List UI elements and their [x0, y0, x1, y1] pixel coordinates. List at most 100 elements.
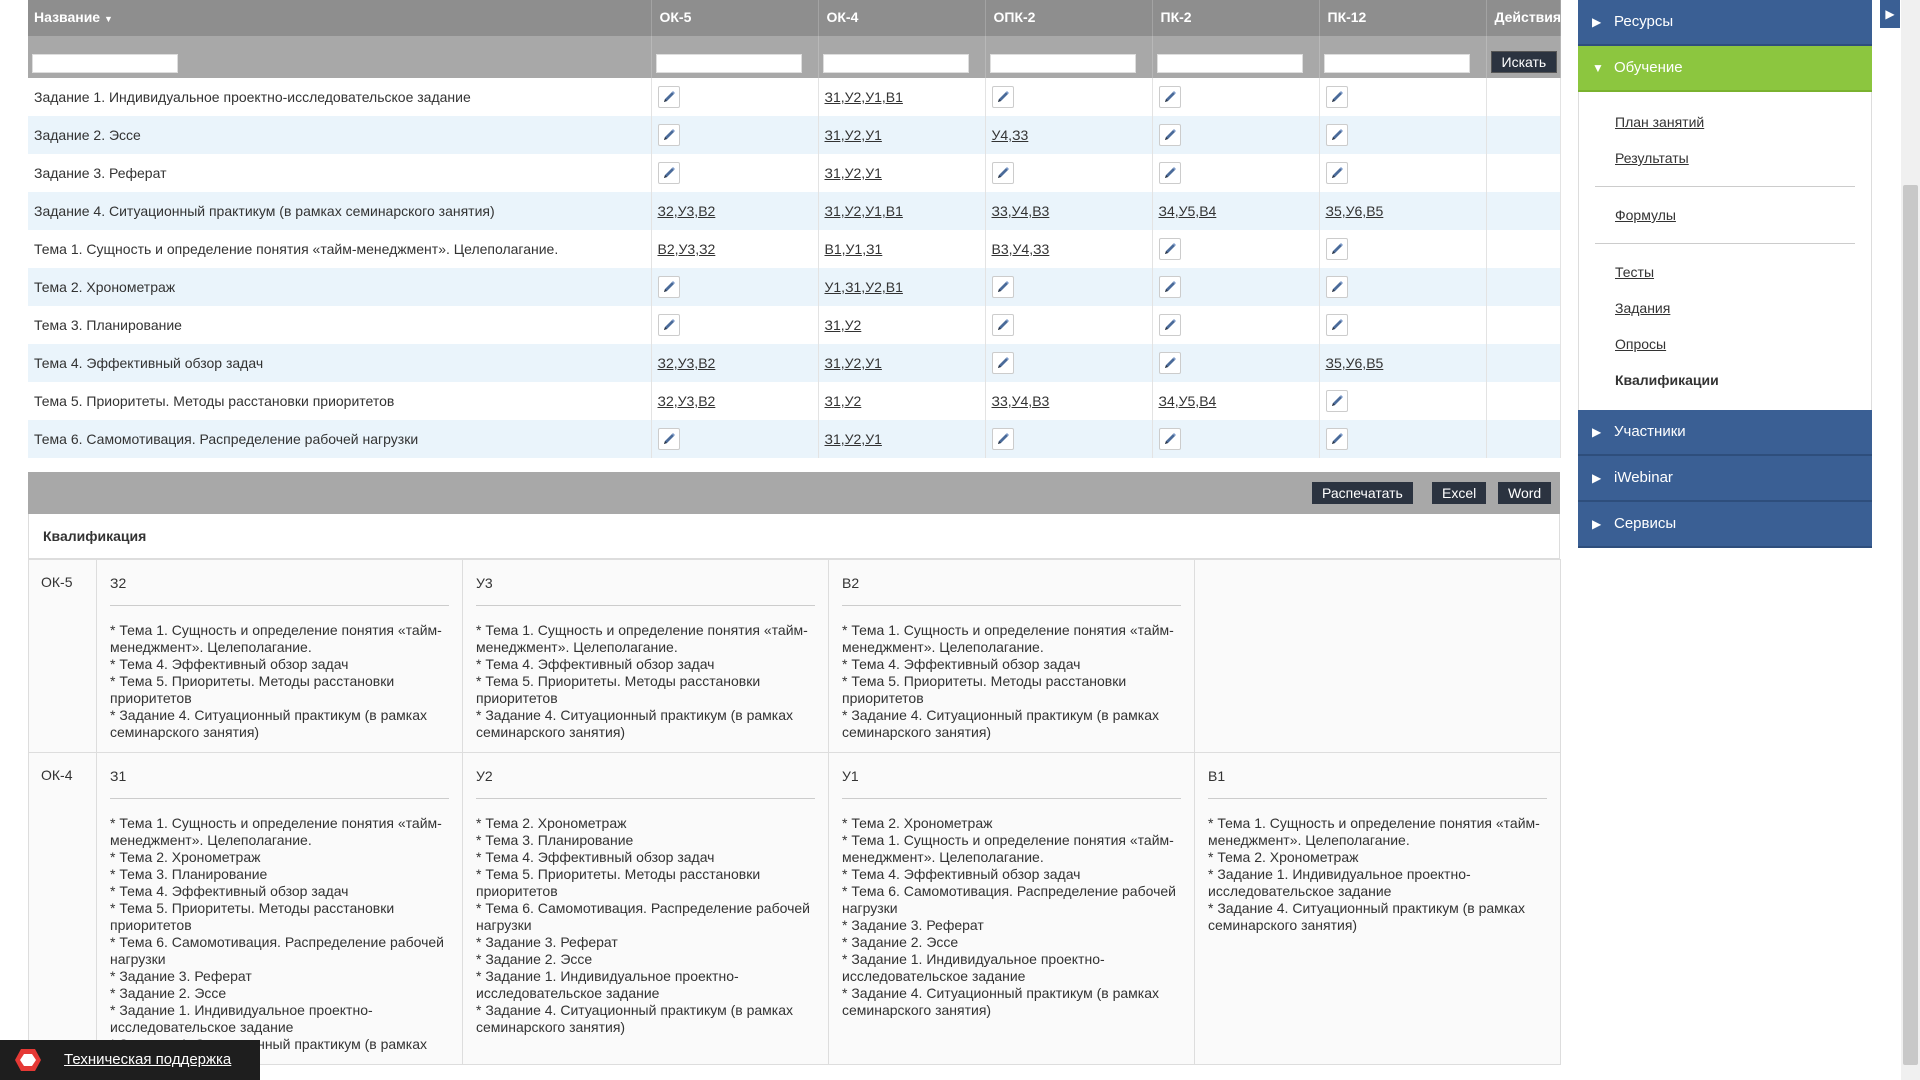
- edit-icon[interactable]: [657, 86, 680, 108]
- scrollbar-thumb[interactable]: [1903, 185, 1918, 1065]
- table-row: Тема 2. Хронометраж У1,З1,У2,В1: [28, 268, 1561, 306]
- edit-icon[interactable]: [1158, 352, 1181, 374]
- edit-icon[interactable]: [657, 428, 680, 450]
- filter-opk2-input[interactable]: [989, 53, 1136, 73]
- edit-icon[interactable]: [657, 276, 680, 298]
- support-widget[interactable]: Техническая поддержка: [0, 1040, 260, 1080]
- sidebar-item-resources[interactable]: ▶ Ресурсы: [1578, 0, 1872, 46]
- filter-ok5-input[interactable]: [655, 53, 802, 73]
- competency-table: Название ▼ ОК-5 ОК-4 ОПК-2 ПК-2 ПК-12 Де…: [28, 0, 1561, 458]
- row-name: Задание 3. Реферат: [28, 154, 652, 192]
- row-actions: [1486, 192, 1561, 230]
- competency-link-ok4[interactable]: В1,У1,З1: [824, 241, 883, 257]
- edit-icon[interactable]: [991, 276, 1014, 298]
- competency-link-ok4[interactable]: З1,У2,У1,В1: [824, 89, 903, 105]
- sidebar-item-label: Обучение: [1614, 59, 1683, 76]
- competency-link-opk2[interactable]: У4,З3: [991, 127, 1029, 143]
- competency-link-ok4[interactable]: З1,У2,У1: [824, 431, 882, 447]
- word-button[interactable]: Word: [1498, 482, 1552, 504]
- filter-pk12-input[interactable]: [1323, 53, 1470, 73]
- edit-icon[interactable]: [1158, 124, 1181, 146]
- edit-icon[interactable]: [1325, 428, 1348, 450]
- edit-icon[interactable]: [1325, 238, 1348, 260]
- sidebar-item-label: Участники: [1614, 423, 1686, 440]
- sidebar-link-surveys[interactable]: Опросы: [1615, 336, 1667, 352]
- edit-icon[interactable]: [1325, 314, 1348, 336]
- sidebar-item-label: Сервисы: [1614, 515, 1677, 532]
- competency-link-opk2[interactable]: З3,У4,В3: [991, 393, 1050, 409]
- divider: [1595, 243, 1855, 244]
- row-name: Тема 2. Хронометраж: [28, 268, 652, 306]
- sidebar-link-results[interactable]: Результаты: [1615, 150, 1689, 166]
- edit-icon[interactable]: [1325, 276, 1348, 298]
- competency-link-ok4[interactable]: З1,У2,У1: [824, 355, 882, 371]
- sidebar-item-learning[interactable]: ▼ Обучение: [1578, 46, 1872, 92]
- edit-icon[interactable]: [991, 314, 1014, 336]
- support-link[interactable]: Техническая поддержка: [64, 1051, 232, 1068]
- column-header-pk12: ПК-12: [1319, 0, 1487, 36]
- qualification-indicator: У1: [842, 768, 1181, 799]
- edit-icon[interactable]: [1158, 428, 1181, 450]
- edit-icon[interactable]: [991, 428, 1014, 450]
- filter-ok4-input[interactable]: [822, 53, 969, 73]
- competency-link-ok4[interactable]: З1,У2,У1: [824, 127, 882, 143]
- edit-icon[interactable]: [657, 124, 680, 146]
- edit-icon[interactable]: [1158, 162, 1181, 184]
- competency-link-opk2[interactable]: В3,У4,З3: [991, 241, 1050, 257]
- edit-icon[interactable]: [1158, 238, 1181, 260]
- competency-link-ok4[interactable]: З1,У2,У1,В1: [824, 203, 903, 219]
- competency-matrix: Название ▼ ОК-5 ОК-4 ОПК-2 ПК-2 ПК-12 Де…: [28, 0, 1561, 458]
- competency-link-pk12[interactable]: З5,У6,В5: [1325, 355, 1384, 371]
- print-button[interactable]: Распечатать: [1312, 482, 1413, 504]
- sidebar-item-iwebinar[interactable]: ▶ iWebinar: [1578, 456, 1872, 502]
- competency-link-ok5[interactable]: В2,У3,З2: [657, 241, 716, 257]
- qualification-cell: У1 * Тема 2. Хронометраж * Тема 1. Сущно…: [830, 754, 1193, 1029]
- qualification-items: * Тема 1. Сущность и определение понятия…: [1208, 815, 1540, 933]
- sidebar-link-assignments[interactable]: Задания: [1615, 300, 1671, 316]
- sidebar-item-services[interactable]: ▶ Сервисы: [1578, 502, 1872, 548]
- edit-icon[interactable]: [991, 86, 1014, 108]
- sort-desc-icon: ▼: [103, 14, 113, 24]
- sidebar-link-formulas[interactable]: Формулы: [1615, 207, 1676, 223]
- filter-pk2-input[interactable]: [1156, 53, 1303, 73]
- edit-icon[interactable]: [657, 314, 680, 336]
- qualification-items: * Тема 2. Хронометраж * Тема 1. Сущность…: [842, 815, 1176, 1018]
- qualification-cell: В1 * Тема 1. Сущность и определение поня…: [1196, 754, 1559, 944]
- competency-link-ok4[interactable]: У1,З1,У2,В1: [824, 279, 903, 295]
- collapse-panel-button[interactable]: ▶: [1880, 0, 1900, 28]
- row-name: Задание 4. Ситуационный практикум (в рам…: [28, 192, 652, 230]
- competency-link-ok4[interactable]: З1,У2,У1: [824, 165, 882, 181]
- search-button[interactable]: Искать: [1490, 51, 1558, 73]
- edit-icon[interactable]: [1325, 390, 1348, 412]
- competency-link-ok5[interactable]: З2,У3,В2: [657, 355, 716, 371]
- row-name: Тема 6. Самомотивация. Распределение раб…: [28, 420, 652, 458]
- sidebar-link-tests[interactable]: Тесты: [1615, 264, 1655, 280]
- sidebar-item-participants[interactable]: ▶ Участники: [1578, 410, 1872, 456]
- sidebar-link-lesson-plan[interactable]: План занятий: [1615, 114, 1705, 130]
- edit-icon[interactable]: [1325, 86, 1348, 108]
- edit-icon[interactable]: [1158, 314, 1181, 336]
- competency-link-ok5[interactable]: З2,У3,В2: [657, 393, 716, 409]
- sidebar-link-qualifications[interactable]: Квалификации: [1615, 372, 1719, 388]
- excel-button[interactable]: Excel: [1432, 482, 1487, 504]
- column-header-opk2: ОПК-2: [985, 0, 1153, 36]
- edit-icon[interactable]: [1325, 124, 1348, 146]
- edit-icon[interactable]: [991, 162, 1014, 184]
- edit-icon[interactable]: [1158, 276, 1181, 298]
- competency-link-opk2[interactable]: З3,У4,В3: [991, 203, 1050, 219]
- competency-link-pk12[interactable]: З5,У6,В5: [1325, 203, 1384, 219]
- competency-link-ok4[interactable]: З1,У2: [824, 393, 862, 409]
- edit-icon[interactable]: [657, 162, 680, 184]
- export-toolbar: Распечатать Excel Word: [28, 472, 1560, 514]
- competency-link-ok5[interactable]: З2,У3,В2: [657, 203, 716, 219]
- chevron-down-icon: ▼: [1592, 61, 1604, 75]
- filter-name-input[interactable]: [32, 53, 178, 73]
- edit-icon[interactable]: [1325, 162, 1348, 184]
- edit-icon[interactable]: [991, 352, 1014, 374]
- competency-link-ok4[interactable]: З1,У2: [824, 317, 862, 333]
- competency-link-pk2[interactable]: З4,У5,В4: [1158, 393, 1217, 409]
- competency-link-pk2[interactable]: З4,У5,В4: [1158, 203, 1217, 219]
- column-header-name[interactable]: Название ▼: [28, 0, 652, 36]
- edit-icon[interactable]: [1158, 86, 1181, 108]
- chevron-right-icon: ▶: [1592, 425, 1602, 439]
